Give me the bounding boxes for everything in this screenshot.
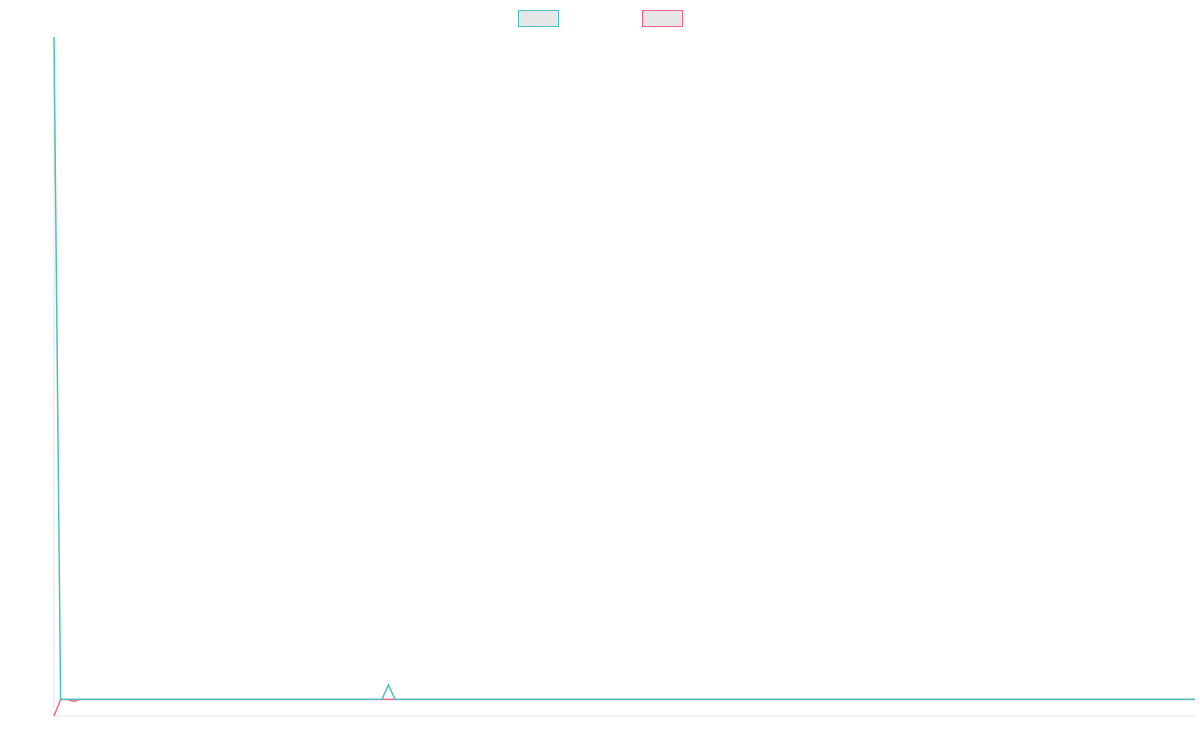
legend	[518, 10, 683, 27]
legend-swatch-series-2[interactable]	[642, 10, 683, 27]
series-line-1[interactable]	[53, 36, 1195, 701]
axes	[53, 37, 1195, 717]
series-line-2[interactable]	[53, 698, 1195, 717]
series-layer	[53, 36, 1195, 717]
legend-swatch-series-1[interactable]	[518, 10, 559, 27]
